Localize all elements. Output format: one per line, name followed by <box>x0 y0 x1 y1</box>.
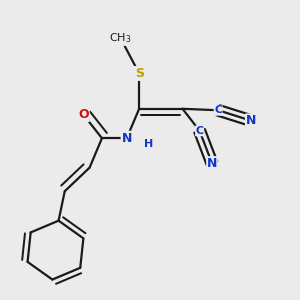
Text: N: N <box>122 132 132 145</box>
Text: O: O <box>78 108 89 121</box>
Text: C: C <box>196 126 204 136</box>
Text: N: N <box>245 114 256 127</box>
Text: H: H <box>144 139 153 149</box>
Text: C: C <box>214 105 222 115</box>
Text: N: N <box>207 157 217 170</box>
Text: S: S <box>135 67 144 80</box>
Text: CH$_3$: CH$_3$ <box>109 31 132 45</box>
